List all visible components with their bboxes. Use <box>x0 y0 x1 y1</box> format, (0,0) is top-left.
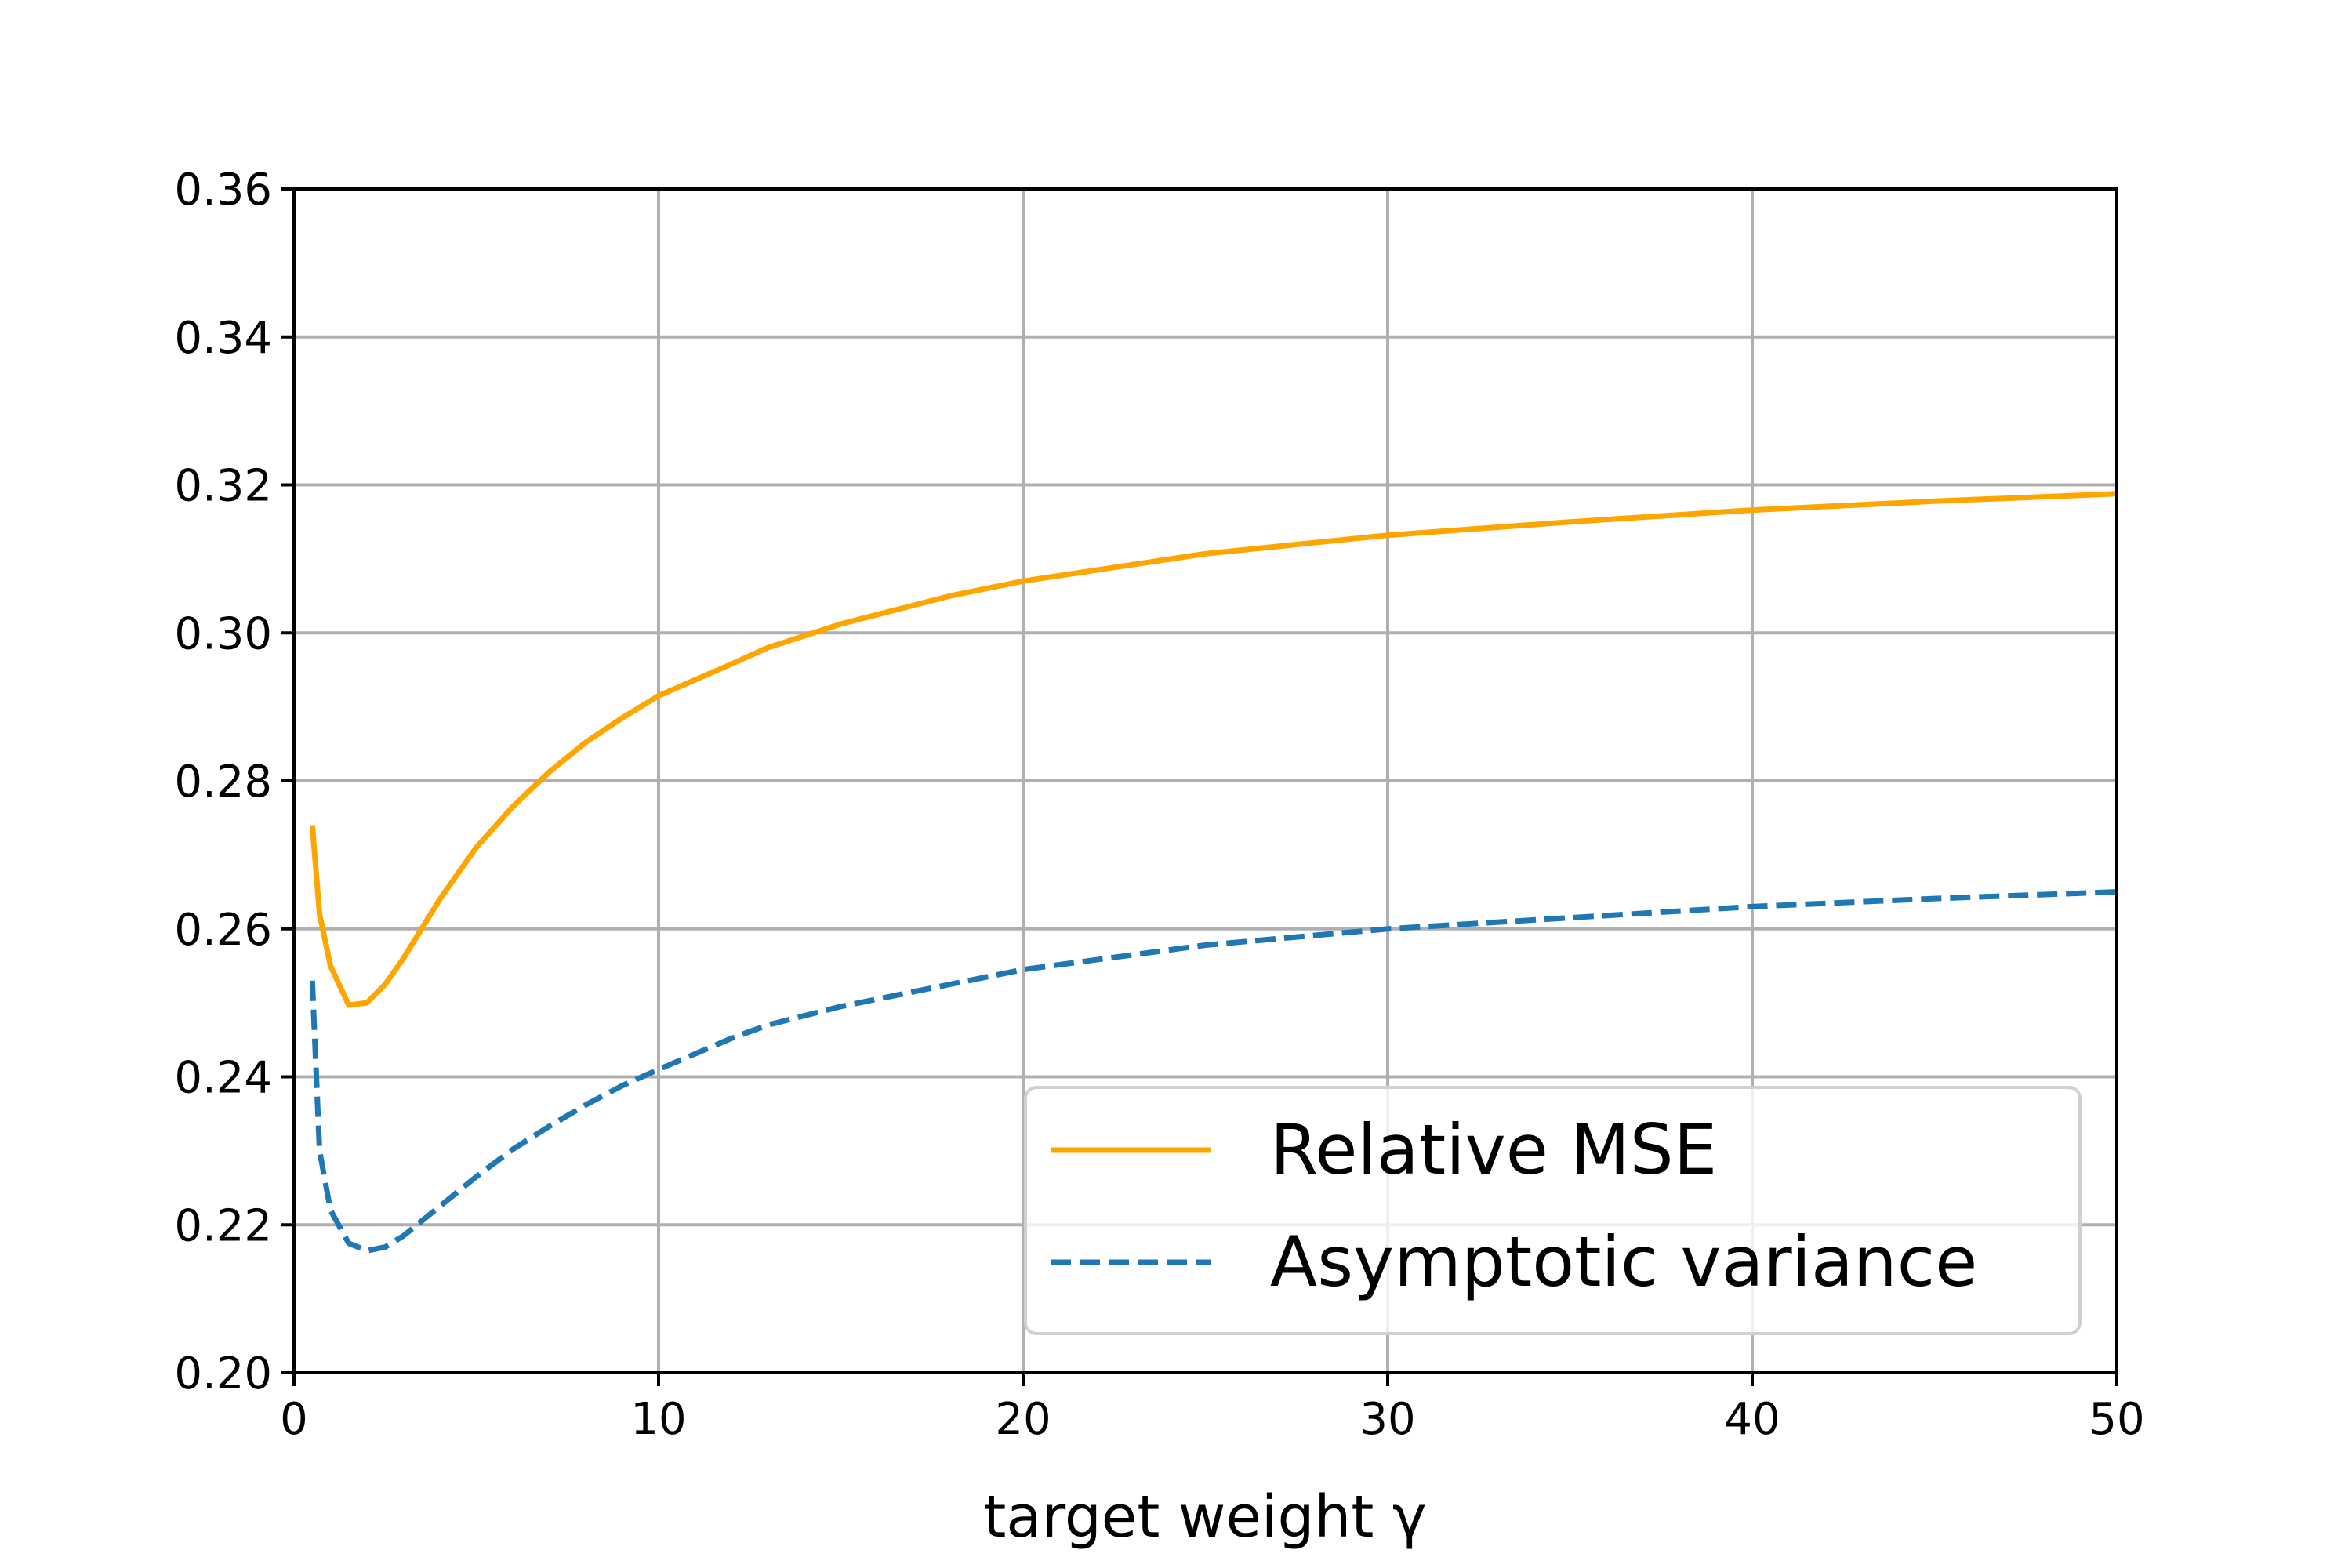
x-tick-label: 0 <box>280 1394 308 1445</box>
y-tick-label: 0.24 <box>174 1053 272 1104</box>
y-tick-label: 0.28 <box>174 757 272 808</box>
y-tick-label: 0.20 <box>174 1348 272 1399</box>
y-tick-label: 0.36 <box>174 165 272 216</box>
y-tick-labels: 0.20 0.22 0.24 0.26 0.28 0.30 0.32 0.34 0.36 <box>174 165 272 1399</box>
x-tick-label: 10 <box>630 1394 686 1445</box>
y-tick-label: 0.30 <box>174 608 272 659</box>
series-line-asymptotic-variance <box>309 889 2118 1254</box>
y-tick-label: 0.34 <box>174 313 272 364</box>
series-lines <box>309 491 2118 1254</box>
x-tick-label: 40 <box>1724 1394 1780 1445</box>
x-tick-label: 20 <box>995 1394 1051 1445</box>
y-tick-label: 0.32 <box>174 461 272 512</box>
legend-label-asymptotic-variance: Asymptotic variance <box>1270 1221 1977 1302</box>
x-tick-label: 50 <box>2089 1394 2144 1445</box>
legend-label-relative-mse: Relative MSE <box>1270 1109 1717 1190</box>
legend-box <box>1024 1086 2082 1335</box>
x-tick-labels: 0 10 20 30 40 50 <box>280 1394 2144 1445</box>
y-tick-label: 0.26 <box>174 905 272 956</box>
legend: Relative MSE Asymptotic variance <box>1024 1086 2082 1335</box>
x-axis-label: target weight γ <box>983 1483 1426 1551</box>
tick-marks <box>281 187 2118 1386</box>
y-tick-label: 0.22 <box>174 1200 272 1251</box>
x-tick-label: 30 <box>1359 1394 1415 1445</box>
series-line-relative-mse <box>309 491 2118 1008</box>
